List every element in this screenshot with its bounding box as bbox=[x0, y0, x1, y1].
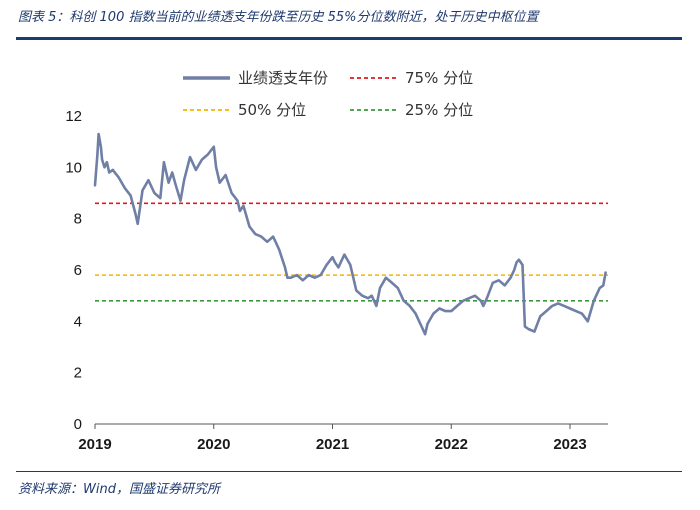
legend-item: 75% 分位 bbox=[350, 69, 473, 87]
legend-item: 业绩透支年份 bbox=[183, 69, 328, 87]
x-tick-label: 2022 bbox=[435, 436, 468, 453]
x-tick-label: 2021 bbox=[316, 436, 349, 453]
line-chart: 0 2 4 6 8 10 12 2019 2020 2021 2022 2023 业绩透支年份 75% … bbox=[65, 69, 608, 453]
legend-item: 50% 分位 bbox=[183, 101, 306, 119]
legend-label: 业绩透支年份 bbox=[238, 69, 328, 87]
y-tick-label: 6 bbox=[74, 262, 82, 279]
reference-lines bbox=[95, 202, 608, 302]
title-underline bbox=[16, 37, 682, 40]
y-tick-label: 12 bbox=[65, 108, 82, 125]
legend-label: 50% 分位 bbox=[238, 101, 306, 119]
figure-title: 图表 5：科创 100 指数当前的业绩透支年份跌至历史 55%分位数附近，处于历… bbox=[18, 10, 539, 25]
chart-legend: 业绩透支年份 75% 分位 50% 分位 25% 分位 bbox=[183, 69, 473, 119]
y-tick-label: 4 bbox=[74, 313, 82, 330]
y-tick-label: 10 bbox=[65, 159, 82, 176]
legend-item: 25% 分位 bbox=[350, 101, 473, 119]
y-tick-label: 2 bbox=[74, 365, 82, 382]
source-divider bbox=[16, 471, 682, 472]
x-tick-label: 2019 bbox=[78, 436, 111, 453]
legend-label: 25% 分位 bbox=[405, 101, 473, 119]
legend-label: 75% 分位 bbox=[405, 69, 473, 87]
chart-axes: 0 2 4 6 8 10 12 2019 2020 2021 2022 2023 bbox=[65, 108, 608, 453]
y-tick-label: 0 bbox=[74, 416, 82, 433]
x-tick-label: 2023 bbox=[553, 436, 586, 453]
y-tick-label: 8 bbox=[74, 211, 82, 228]
plot-area bbox=[93, 132, 607, 336]
x-tick-label: 2020 bbox=[197, 436, 230, 453]
source-note: 资料来源：Wind，国盛证券研究所 bbox=[18, 482, 220, 497]
series-line bbox=[93, 132, 607, 336]
